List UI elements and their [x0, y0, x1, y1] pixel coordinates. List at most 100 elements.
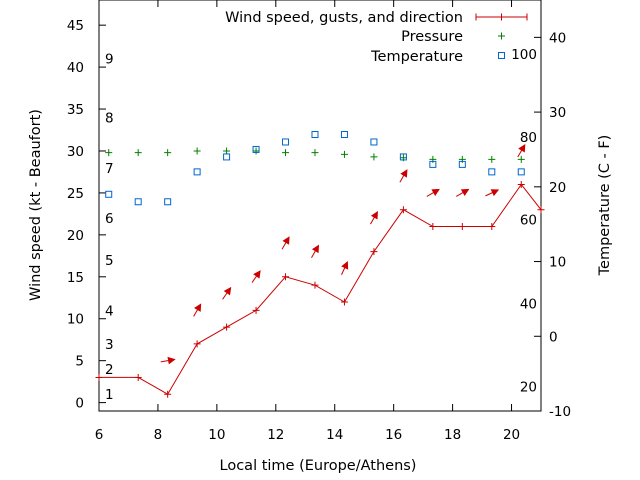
y-left-tick-label: 45 — [67, 18, 84, 34]
chart-marks — [95, 131, 545, 398]
beaufort-label: 2 — [105, 362, 114, 378]
beaufort-label: 8 — [105, 110, 114, 126]
wind-speed-point — [537, 206, 545, 214]
y-right-axis-label: Temperature (C - F) — [597, 135, 613, 277]
temperature-point — [340, 131, 348, 139]
fahrenheit-label: 40 — [520, 296, 537, 312]
legend-swatch-pressure — [498, 32, 505, 40]
temperature-point — [311, 131, 319, 139]
wind-speed-point — [282, 273, 290, 281]
axis-ticks — [98, 0, 541, 412]
legend-label-pressure: Pressure — [401, 29, 463, 45]
x-tick-label: 14 — [326, 427, 343, 443]
wind-direction-arrow — [426, 188, 440, 197]
x-tick-label: 20 — [503, 427, 520, 443]
beaufort-label: 1 — [105, 387, 114, 403]
temperature-point — [282, 138, 290, 146]
pressure-point — [370, 153, 378, 161]
temperature-point — [517, 168, 525, 176]
temperature-point — [488, 168, 496, 176]
beaufort-label: 9 — [105, 52, 114, 68]
pressure-point — [164, 149, 172, 157]
beaufort-label: 5 — [105, 253, 114, 269]
pressure-point — [311, 149, 319, 157]
x-tick-label: 10 — [208, 427, 225, 443]
legend-marker-temperature — [498, 52, 505, 59]
x-tick-label: 6 — [95, 427, 104, 443]
wind-speed-point — [311, 281, 319, 289]
pressure-point — [340, 150, 348, 158]
y-left-tick-label: 5 — [75, 354, 84, 370]
wind-speed-point — [340, 298, 348, 306]
pressure-point — [252, 147, 260, 155]
y-left-tick-label: 20 — [67, 228, 84, 244]
fahrenheit-label: 80 — [520, 130, 537, 146]
legend-marker-pressure — [498, 32, 505, 40]
wind-speed-point — [134, 373, 142, 381]
temperature-point — [105, 190, 113, 198]
legend-swatch-wind — [475, 13, 528, 21]
y-right-tick-label: 40 — [549, 30, 566, 46]
x-tick-label: 12 — [267, 427, 284, 443]
wind-speed-point — [488, 222, 496, 230]
x-tick-label: 16 — [385, 427, 402, 443]
plot-frame — [98, 0, 542, 412]
legend-marker-wind — [498, 13, 505, 21]
y-left-tick-label: 10 — [67, 312, 84, 328]
wind-direction-arrow — [251, 270, 261, 283]
y-left-tick-label: 0 — [75, 396, 84, 412]
wind-speed-point — [223, 323, 231, 331]
temperature-point — [370, 138, 378, 146]
wind-speed-point — [458, 222, 466, 230]
temperature-point — [193, 168, 201, 176]
wind-direction-arrow — [281, 236, 290, 250]
wind-speed-line — [99, 183, 542, 395]
wind-direction-arrow — [517, 143, 526, 158]
beaufort-label: 7 — [105, 161, 114, 177]
pressure-point — [282, 149, 290, 157]
y-right-tick-label: 20 — [549, 180, 566, 196]
wind-direction-arrow — [160, 356, 176, 365]
y-left-axis-label: Wind speed (kt - Beaufort) — [28, 109, 44, 301]
wind-direction-arrow — [369, 211, 378, 225]
y-left-tick-label: 25 — [67, 186, 84, 202]
fahrenheit-label: 60 — [520, 213, 537, 229]
fahrenheit-label: 20 — [520, 379, 537, 395]
pressure-point — [488, 155, 496, 163]
temperature-point — [223, 153, 231, 161]
x-tick-label: 8 — [154, 427, 163, 443]
temperature-point — [134, 198, 142, 206]
wind-speed-point — [252, 306, 260, 314]
y-right-tick-label: 0 — [549, 329, 558, 345]
y-left-tick-label: 15 — [67, 270, 84, 286]
x-axis-label: Local time (Europe/Athens) — [220, 458, 417, 474]
temperature-point — [458, 160, 466, 168]
fahrenheit-label: 100 — [511, 47, 537, 63]
pressure-point — [134, 149, 142, 157]
wind-speed-point — [517, 181, 525, 189]
legend-label-wind: Wind speed, gusts, and direction — [225, 10, 463, 26]
wind-direction-arrow — [222, 286, 232, 300]
y-left-tick-label: 30 — [67, 144, 84, 160]
wind-direction-arrow — [311, 244, 320, 258]
wind-speed-point — [370, 248, 378, 256]
pressure-point — [105, 149, 113, 157]
y-left-tick-label: 40 — [67, 60, 84, 76]
y-right-tick-label: 10 — [549, 255, 566, 271]
temperature-point — [252, 145, 260, 153]
wind-speed-point — [164, 390, 172, 398]
legend-swatch-temperature — [498, 52, 505, 59]
wind-direction-arrow — [193, 303, 202, 317]
temperature-point — [399, 153, 407, 161]
wind-direction-arrow — [399, 169, 408, 183]
y-right-tick-label: -10 — [549, 404, 571, 420]
pressure-point — [223, 147, 231, 155]
beaufort-label: 6 — [105, 211, 114, 227]
legend-label-temperature: Temperature — [370, 49, 463, 65]
tick-labels: 6 8 10 12 14 16 18 20051015202530354045-1001020… — [67, 18, 571, 443]
legend: Wind speed, gusts, and direction Pressur… — [225, 10, 528, 65]
beaufort-label: 3 — [105, 337, 114, 353]
pressure-point — [517, 155, 525, 163]
wind-speed-point — [429, 222, 437, 230]
